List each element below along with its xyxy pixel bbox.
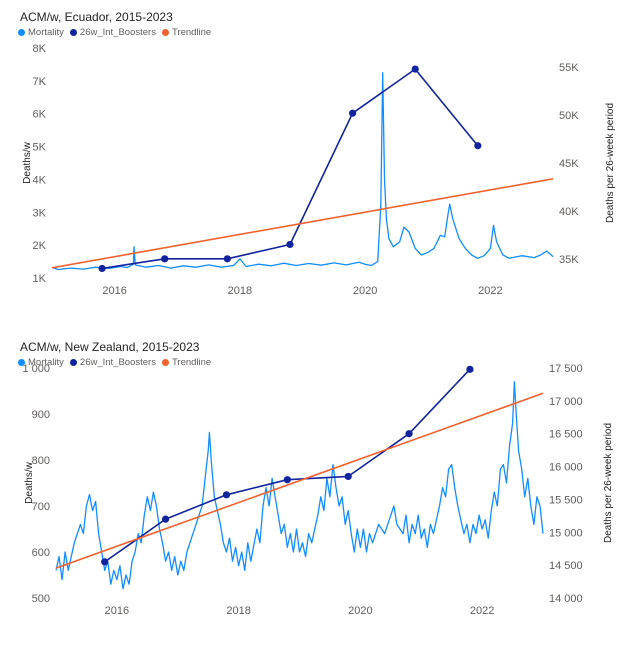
x-tick-label: 2020 <box>348 605 372 617</box>
chart-title: ACM/w, Ecuador, 2015-2023 <box>20 10 173 24</box>
boosters-point[interactable] <box>283 476 291 484</box>
y-left-tick-label: 600 <box>32 547 50 559</box>
y-right-tick-label: 14 000 <box>549 593 583 605</box>
boosters-point[interactable] <box>474 142 482 150</box>
y-left-tick-label: 700 <box>32 501 50 513</box>
y-left-tick-label: 6K <box>33 109 47 121</box>
legend-marker-mortality <box>18 359 25 366</box>
y-left-tick-label: 1K <box>33 273 47 285</box>
series-line-boosters <box>101 68 479 270</box>
legend-label-boosters: 26w_Int_Boosters <box>79 357 156 368</box>
series-line-mortality <box>51 71 554 271</box>
y-right-tick-label: 55K <box>559 62 579 74</box>
plot-area-new-zealand[interactable]: 500 600 700 800 900 1 000 14 000 14 500 15 000 15… <box>0 330 625 646</box>
y-left-tick-label: 5K <box>33 142 47 154</box>
series-line-trendline <box>51 178 554 269</box>
y-left-tick-label: 1 000 <box>22 363 50 375</box>
x-tick-label: 2020 <box>353 285 377 297</box>
boosters-point[interactable] <box>98 264 106 273</box>
legend-label-mortality: Mortality <box>28 357 64 368</box>
x-tick-label: 2022 <box>478 285 502 297</box>
boosters-point[interactable] <box>349 109 357 117</box>
y-left-tick-label: 2K <box>33 240 47 252</box>
x-tick-label: 2022 <box>470 605 494 617</box>
y-left-tick-label: 8K <box>33 43 47 55</box>
legend: Mortality 26w_Int_Boosters Trendline <box>18 27 211 38</box>
legend-marker-trendline <box>161 29 169 36</box>
y-right-tick-label: 17 000 <box>549 396 583 408</box>
boosters-point[interactable] <box>286 240 294 249</box>
y-left-axis-title: Deaths/w <box>24 461 35 503</box>
boosters-point[interactable] <box>222 491 231 499</box>
y-left-tick-label: 3K <box>33 207 47 219</box>
legend-item-trendline[interactable]: Trendline <box>161 27 212 38</box>
legend-marker-trendline <box>161 359 169 366</box>
y-left-tick-label: 7K <box>33 76 47 88</box>
legend-item-mortality[interactable]: Mortality <box>18 27 64 38</box>
boosters-point[interactable] <box>466 365 474 373</box>
y-right-tick-label: 45K <box>559 158 579 170</box>
series-line-mortality <box>55 381 544 590</box>
y-right-tick-label: 35K <box>559 254 579 266</box>
chart-ecuador: ACM/w, Ecuador, 2015-2023 Mortality 26w_… <box>0 0 625 310</box>
y-right-tick-label: 16 000 <box>549 462 583 474</box>
x-tick-label: 2018 <box>228 285 252 297</box>
boosters-point[interactable] <box>101 558 109 566</box>
legend-item-boosters[interactable]: 26w_Int_Boosters <box>69 357 156 368</box>
x-tick-label: 2016 <box>105 605 129 617</box>
x-tick-label: 2018 <box>226 605 250 617</box>
legend-item-boosters[interactable]: 26w_Int_Boosters <box>69 27 156 38</box>
y-left-axis-title: Deaths/w <box>22 141 33 183</box>
chart-title: ACM/w, New Zealand, 2015-2023 <box>20 340 200 354</box>
y-left-tick-label: 900 <box>32 409 50 421</box>
legend-marker-boosters <box>69 29 77 36</box>
y-right-tick-label: 16 500 <box>549 429 583 441</box>
x-tick-label: 2016 <box>102 285 126 297</box>
y-right-tick-label: 14 500 <box>549 560 583 572</box>
y-left-tick-label: 4K <box>33 174 47 186</box>
legend-item-trendline[interactable]: Trendline <box>161 357 212 368</box>
legend-label-trendline: Trendline <box>171 357 212 368</box>
legend-marker-boosters <box>69 359 77 366</box>
y-left-tick-label: 500 <box>32 593 50 605</box>
y-right-axis-title: Deaths per 26-week period <box>603 423 614 543</box>
series-line-trendline <box>55 392 544 569</box>
y-right-tick-label: 50K <box>559 110 579 122</box>
boosters-point[interactable] <box>161 515 170 523</box>
boosters-point[interactable] <box>161 255 169 263</box>
plot-area-ecuador[interactable]: 1K 2K 3K 4K 5K 6K 7K 8K 35K 40K 45K 50K 55K 2016 2018 2… <box>0 0 625 310</box>
legend-label-trendline: Trendline <box>171 27 212 38</box>
y-right-axis-title: Deaths per 26-week period <box>605 103 616 223</box>
legend-label-boosters: 26w_Int_Boosters <box>79 27 156 38</box>
legend: Mortality 26w_Int_Boosters Trendline <box>18 357 211 368</box>
y-left-tick-label: 800 <box>32 455 50 467</box>
legend-item-mortality[interactable]: Mortality <box>18 357 64 368</box>
y-right-tick-label: 15 000 <box>549 527 583 539</box>
y-right-tick-label: 15 500 <box>549 494 583 506</box>
y-right-tick-label: 17 500 <box>549 363 583 375</box>
legend-label-mortality: Mortality <box>28 27 64 38</box>
chart-new-zealand: ACM/w, New Zealand, 2015-2023 Mortality … <box>0 330 625 646</box>
legend-marker-mortality <box>18 29 25 36</box>
boosters-point[interactable] <box>344 472 352 481</box>
boosters-point[interactable] <box>411 65 419 73</box>
boosters-point[interactable] <box>405 430 413 438</box>
boosters-point[interactable] <box>223 255 231 263</box>
y-right-tick-label: 40K <box>559 206 579 218</box>
